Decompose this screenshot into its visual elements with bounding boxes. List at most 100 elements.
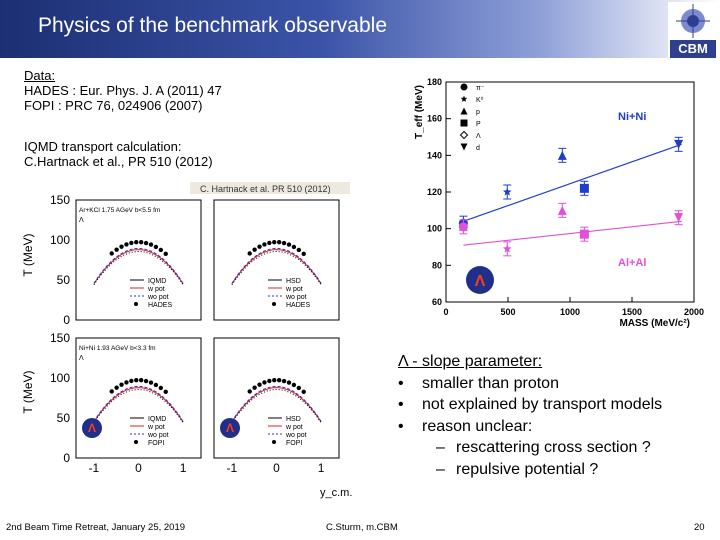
data-point	[124, 242, 129, 247]
x-tick-label: -1	[227, 461, 238, 475]
data-point	[143, 378, 149, 384]
data-point	[301, 389, 306, 395]
data-point	[281, 240, 287, 246]
sub-bullet-item: – repulsive potential ?	[436, 460, 599, 478]
data-point	[301, 251, 306, 257]
y-tick-label: 0	[63, 313, 70, 327]
data-point	[148, 242, 154, 247]
model-curve	[93, 247, 184, 284]
hartnack-reference: C.Hartnack et al., PR 510 (2012)	[24, 154, 213, 169]
cbm-logo: CBM	[668, 2, 718, 58]
logo-label: CBM	[670, 40, 716, 58]
fit-line	[463, 220, 682, 246]
legend-label: FOPI	[148, 440, 164, 447]
data-point	[119, 244, 124, 249]
y-tick-label: 100	[427, 224, 442, 234]
data-point	[114, 385, 119, 390]
legend-label: w pot	[147, 286, 165, 293]
x-tick-label: 0	[135, 461, 142, 475]
data-point	[134, 377, 139, 383]
model-curve	[231, 387, 322, 423]
y-tick-label: 150	[50, 193, 70, 207]
legend-label: p	[476, 109, 480, 116]
series-label-al: Al+Al	[618, 257, 646, 269]
data-point	[129, 240, 134, 246]
data-point	[460, 143, 468, 151]
data-point	[503, 187, 512, 196]
panel-particle-label: Λ	[79, 217, 84, 224]
legend-label: w pot	[285, 286, 303, 293]
bullet-item: • smaller than proton	[398, 374, 559, 392]
legend-label: IQMD	[148, 416, 166, 423]
svg-text:Λ: Λ	[475, 273, 486, 290]
legend-label: HADES	[148, 302, 172, 309]
x-tick-label: 2000	[684, 307, 704, 317]
y-tick-label: 140	[427, 150, 442, 160]
bullet-heading: Λ - slope parameter:	[398, 353, 543, 370]
data-point	[459, 130, 469, 140]
data-point	[286, 380, 292, 385]
data-point	[296, 385, 302, 391]
data-point	[143, 240, 149, 246]
slide-title: Physics of the benchmark observable	[38, 14, 388, 37]
y-tick-label: 100	[50, 233, 70, 247]
footer-event: 2nd Beam Time Retreat, January 25, 2019	[6, 522, 186, 533]
legend-label: IQMD	[148, 278, 166, 285]
data-point	[158, 385, 164, 391]
data-point	[557, 205, 567, 215]
y-tick-label: 0	[63, 451, 70, 465]
data-point	[262, 380, 267, 385]
sub-bullet-item: – rescattering cross section ?	[436, 439, 651, 456]
data-point	[138, 378, 144, 383]
hades-reference: HADES : Eur. Phys. J. A (2011) 47	[24, 83, 222, 98]
model-curve	[93, 249, 184, 285]
y-tick-label: 180	[427, 77, 442, 87]
model-curve	[231, 247, 322, 284]
data-point	[460, 95, 468, 102]
legend-marker	[272, 302, 276, 306]
data-point	[119, 382, 124, 387]
bullet-item: • not explained by transport models	[398, 396, 663, 413]
y-tick-label: 120	[427, 187, 442, 197]
panel-frame	[213, 337, 340, 459]
data-point	[460, 119, 468, 127]
model-curve	[231, 250, 322, 286]
legend-label: P	[476, 121, 481, 128]
y-tick-label: 50	[57, 411, 71, 425]
legend-label: K⁰	[476, 96, 484, 104]
model-curve	[93, 387, 184, 423]
legend-marker	[134, 440, 138, 444]
data-reference-block: Data: HADES : Eur. Phys. J. A (2011) 47 …	[24, 68, 222, 113]
model-curve	[93, 385, 184, 422]
legend-label: FOPI	[286, 440, 302, 447]
data-point	[281, 378, 287, 384]
data-label: Data:	[24, 68, 56, 83]
footer-author: C.Sturm, m.CBM	[326, 522, 398, 533]
x-tick-label: 1	[318, 461, 325, 475]
data-point	[163, 389, 168, 395]
model-curve	[93, 250, 184, 286]
data-point	[252, 247, 257, 252]
data-point	[296, 247, 302, 253]
legend-label: w pot	[285, 424, 303, 431]
data-point	[257, 382, 262, 387]
model-curve	[231, 388, 322, 424]
model-curve	[231, 385, 322, 422]
y-tick-label: 80	[432, 260, 442, 270]
data-point	[153, 244, 159, 250]
legend-label: HADES	[286, 302, 310, 309]
legend-label: wo pot	[147, 294, 169, 301]
y-tick-label: 160	[427, 114, 442, 124]
panel-frame	[75, 337, 202, 459]
cbm-detector-icon	[676, 4, 710, 38]
bullet-item: • reason unclear:	[398, 417, 533, 435]
data-point	[267, 240, 272, 246]
legend-label: d	[476, 145, 480, 152]
data-point	[114, 247, 119, 252]
panel-system-label: Ar+KCl 1.75 AGeV b<5.5 fm	[79, 207, 160, 214]
data-point	[503, 244, 512, 253]
legend-label: wo pot	[147, 432, 169, 439]
data-point	[272, 239, 277, 245]
y-tick-label: 60	[432, 297, 442, 307]
